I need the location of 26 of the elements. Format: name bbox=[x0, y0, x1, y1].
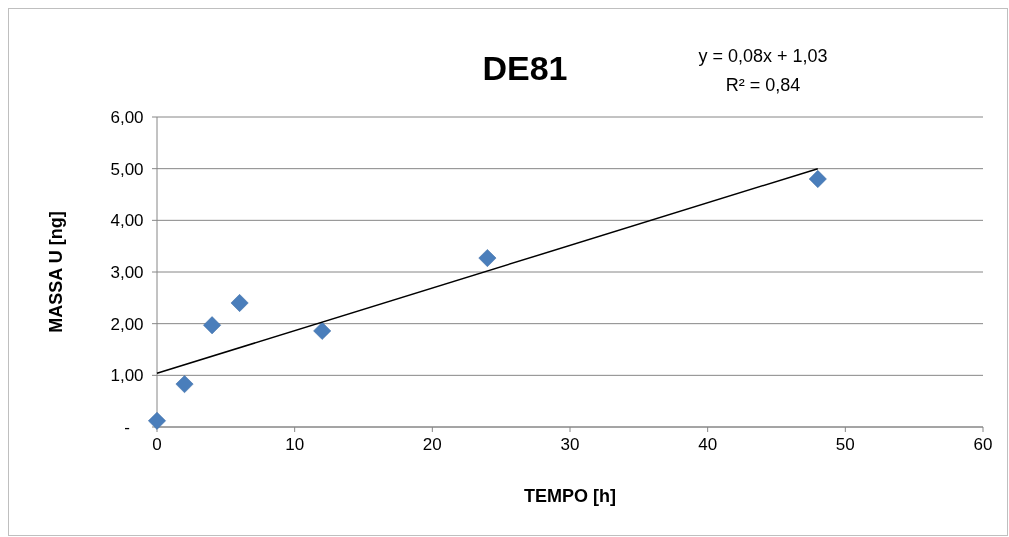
y-tick-label: 1,00 bbox=[110, 366, 144, 386]
x-tick-label: 0 bbox=[152, 435, 162, 454]
point bbox=[148, 411, 166, 430]
x-tick-label: 60 bbox=[973, 435, 993, 454]
x-axis-title: TEMPO [h] bbox=[524, 486, 616, 506]
text: R² = 0,84 bbox=[725, 75, 801, 95]
point bbox=[203, 316, 221, 335]
x-tick-label: 30 bbox=[560, 435, 580, 454]
y-tick-label: 3,00 bbox=[110, 263, 144, 282]
text: y = 0,08x + 1,03 bbox=[698, 46, 828, 66]
point bbox=[313, 321, 332, 340]
y-tick-label: 6,00 bbox=[110, 108, 144, 127]
x-tick-label: 20 bbox=[422, 435, 442, 454]
x-tick-label: 10 bbox=[285, 435, 305, 454]
x-tick-label: 40 bbox=[698, 435, 718, 454]
y-tick-label: 4,00 bbox=[110, 211, 144, 231]
y-tick-label: 5,00 bbox=[110, 159, 144, 179]
y-axis-title: MASSA U [ng] bbox=[46, 211, 66, 333]
point bbox=[230, 294, 249, 312]
point bbox=[175, 375, 194, 394]
x-tick-label: 50 bbox=[835, 435, 855, 454]
y-tick-label: - bbox=[124, 418, 130, 437]
point bbox=[478, 249, 497, 267]
point bbox=[808, 170, 827, 188]
chart-title: DE81 bbox=[482, 49, 568, 87]
y-tick-label: 2,00 bbox=[110, 314, 144, 334]
